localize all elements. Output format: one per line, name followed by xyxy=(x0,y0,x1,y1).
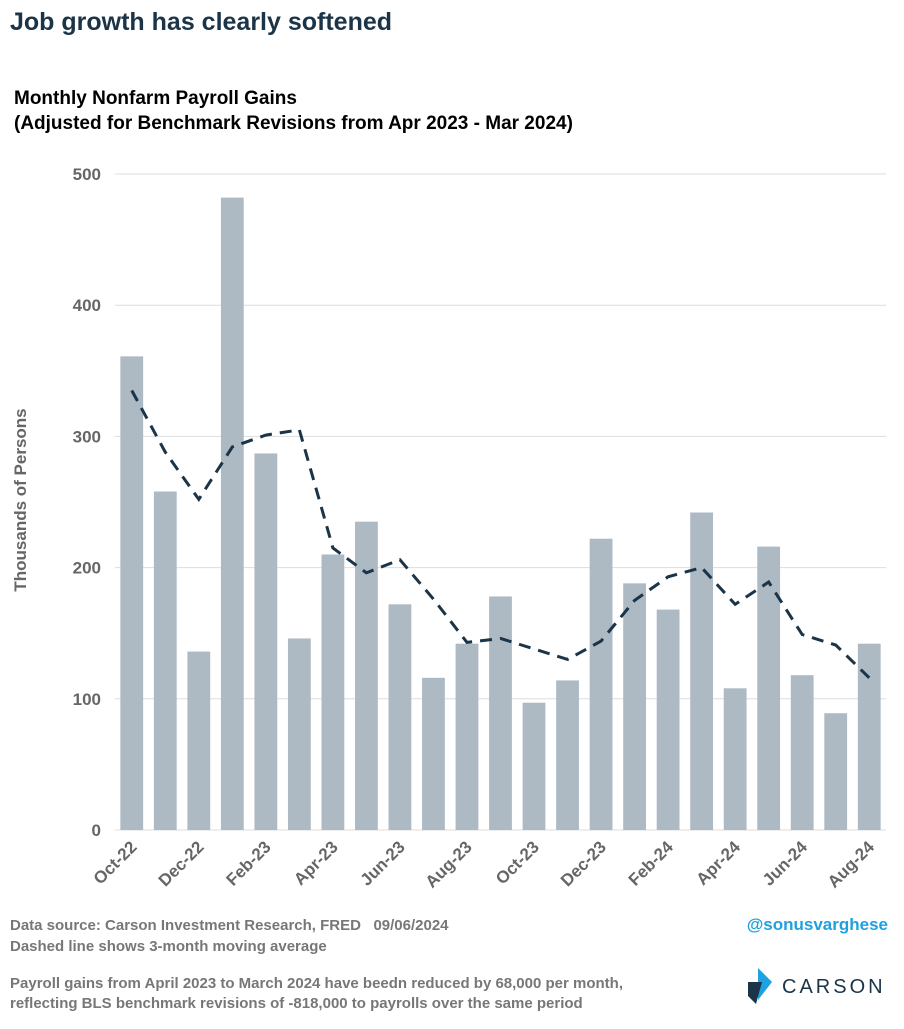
bar xyxy=(824,713,848,830)
bar xyxy=(254,453,278,830)
logo: CARSON xyxy=(748,968,886,1004)
x-tick-label: Dec-23 xyxy=(557,837,610,890)
bar xyxy=(690,512,714,830)
logo-mark xyxy=(748,982,762,1004)
footnote: reflecting BLS benchmark revisions of -8… xyxy=(10,995,583,1012)
x-tick-label: Feb-24 xyxy=(625,837,678,890)
source: Data source: Carson Investment Research,… xyxy=(10,917,449,934)
handle: @sonusvarghese xyxy=(747,915,888,934)
bar xyxy=(220,197,244,831)
x-tick-label: Dec-22 xyxy=(155,837,208,890)
x-tick-label: Apr-24 xyxy=(692,837,744,889)
x-tick-label: Aug-24 xyxy=(824,837,879,892)
bar xyxy=(857,643,881,830)
y-axis-label: Thousands of Persons xyxy=(11,408,30,591)
headline: Job growth has clearly softened xyxy=(10,8,392,36)
bar xyxy=(355,521,378,830)
x-tick-label: Oct-23 xyxy=(492,837,543,888)
bar xyxy=(455,643,479,830)
bar xyxy=(556,680,579,830)
bar xyxy=(321,554,345,830)
logo-mark xyxy=(758,968,772,1000)
chart-subtitle: (Adjusted for Benchmark Revisions from A… xyxy=(14,113,573,134)
bar xyxy=(656,609,680,830)
y-tick-label: 400 xyxy=(73,296,101,315)
chart-title: Monthly Nonfarm Payroll Gains xyxy=(14,88,297,109)
y-tick-label: 500 xyxy=(73,165,101,184)
x-tick-label: Jun-24 xyxy=(759,837,812,890)
y-tick-label: 100 xyxy=(73,690,101,709)
bar xyxy=(757,546,781,830)
bar xyxy=(388,604,412,830)
bar xyxy=(790,675,814,830)
x-tick-label: Feb-23 xyxy=(222,837,274,889)
bar xyxy=(723,688,747,830)
moving-average-line xyxy=(130,389,871,679)
bar xyxy=(153,491,177,830)
bar xyxy=(422,677,445,830)
bar xyxy=(589,538,613,830)
bar xyxy=(623,583,646,830)
bar xyxy=(187,651,211,830)
note: Dashed line shows 3-month moving average xyxy=(10,938,327,955)
bar xyxy=(522,702,546,830)
y-tick-label: 300 xyxy=(73,427,101,446)
bar xyxy=(120,356,144,830)
bar xyxy=(489,596,512,830)
logo-text: CARSON xyxy=(782,976,886,998)
x-tick-label: Oct-22 xyxy=(90,837,141,888)
x-tick-label: Aug-23 xyxy=(422,837,476,891)
y-tick-label: 0 xyxy=(92,821,101,840)
y-tick-label: 200 xyxy=(73,559,101,578)
bar xyxy=(287,638,311,830)
x-tick-label: Apr-23 xyxy=(290,837,342,889)
footnote: Payroll gains from April 2023 to March 2… xyxy=(10,975,623,992)
x-tick-label: Jun-23 xyxy=(357,837,409,889)
